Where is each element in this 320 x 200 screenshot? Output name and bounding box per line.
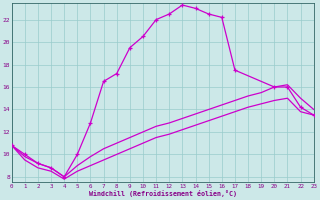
- X-axis label: Windchill (Refroidissement éolien,°C): Windchill (Refroidissement éolien,°C): [89, 190, 237, 197]
